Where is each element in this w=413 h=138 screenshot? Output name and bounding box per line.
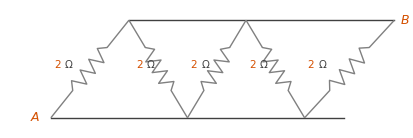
Text: 2: 2 xyxy=(136,60,146,70)
Text: 2: 2 xyxy=(308,60,318,70)
Text: Ω: Ω xyxy=(146,60,154,70)
Text: 2: 2 xyxy=(55,60,64,70)
Text: A: A xyxy=(31,111,39,124)
Text: Ω: Ω xyxy=(64,60,72,70)
Text: Ω: Ω xyxy=(201,60,209,70)
Text: 2: 2 xyxy=(249,60,259,70)
Text: Ω: Ω xyxy=(259,60,267,70)
Text: B: B xyxy=(399,14,408,27)
Text: Ω: Ω xyxy=(318,60,325,70)
Text: 2: 2 xyxy=(191,60,201,70)
